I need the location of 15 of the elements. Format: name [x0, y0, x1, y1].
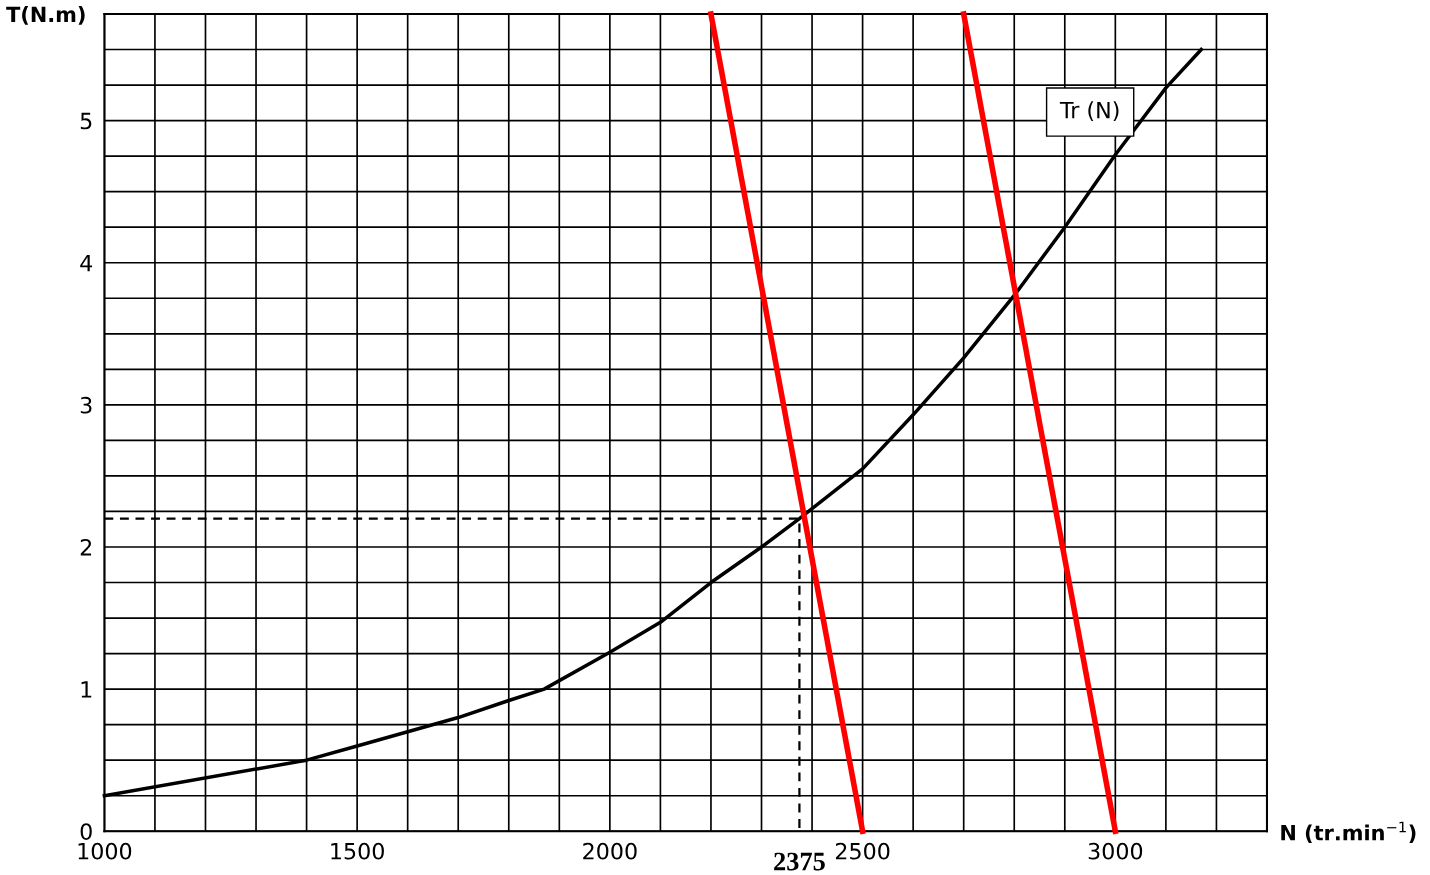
y-tick-label: 0 [80, 823, 92, 841]
annotation: 2375 [774, 852, 825, 871]
x-tick-label: 3000 [1088, 842, 1143, 860]
y-tick-label: 3 [80, 396, 92, 414]
x-tick-label: 1000 [78, 842, 132, 860]
series-label: Tr (N) [1059, 101, 1119, 122]
x-tick-label: 1500 [331, 842, 384, 860]
y-tick-label: 5 [80, 112, 92, 130]
x-axis-title: N (tr.min$^{−1}$) [1281, 821, 1416, 844]
y-tick-label: 2 [80, 538, 92, 556]
x-tick-label: 2500 [835, 842, 890, 860]
y-axis-title: T(N.m) [6, 6, 85, 25]
x-tick-label: 2000 [583, 842, 637, 860]
y-tick-label: 1 [81, 681, 92, 698]
y-tick-label: 4 [80, 254, 93, 272]
